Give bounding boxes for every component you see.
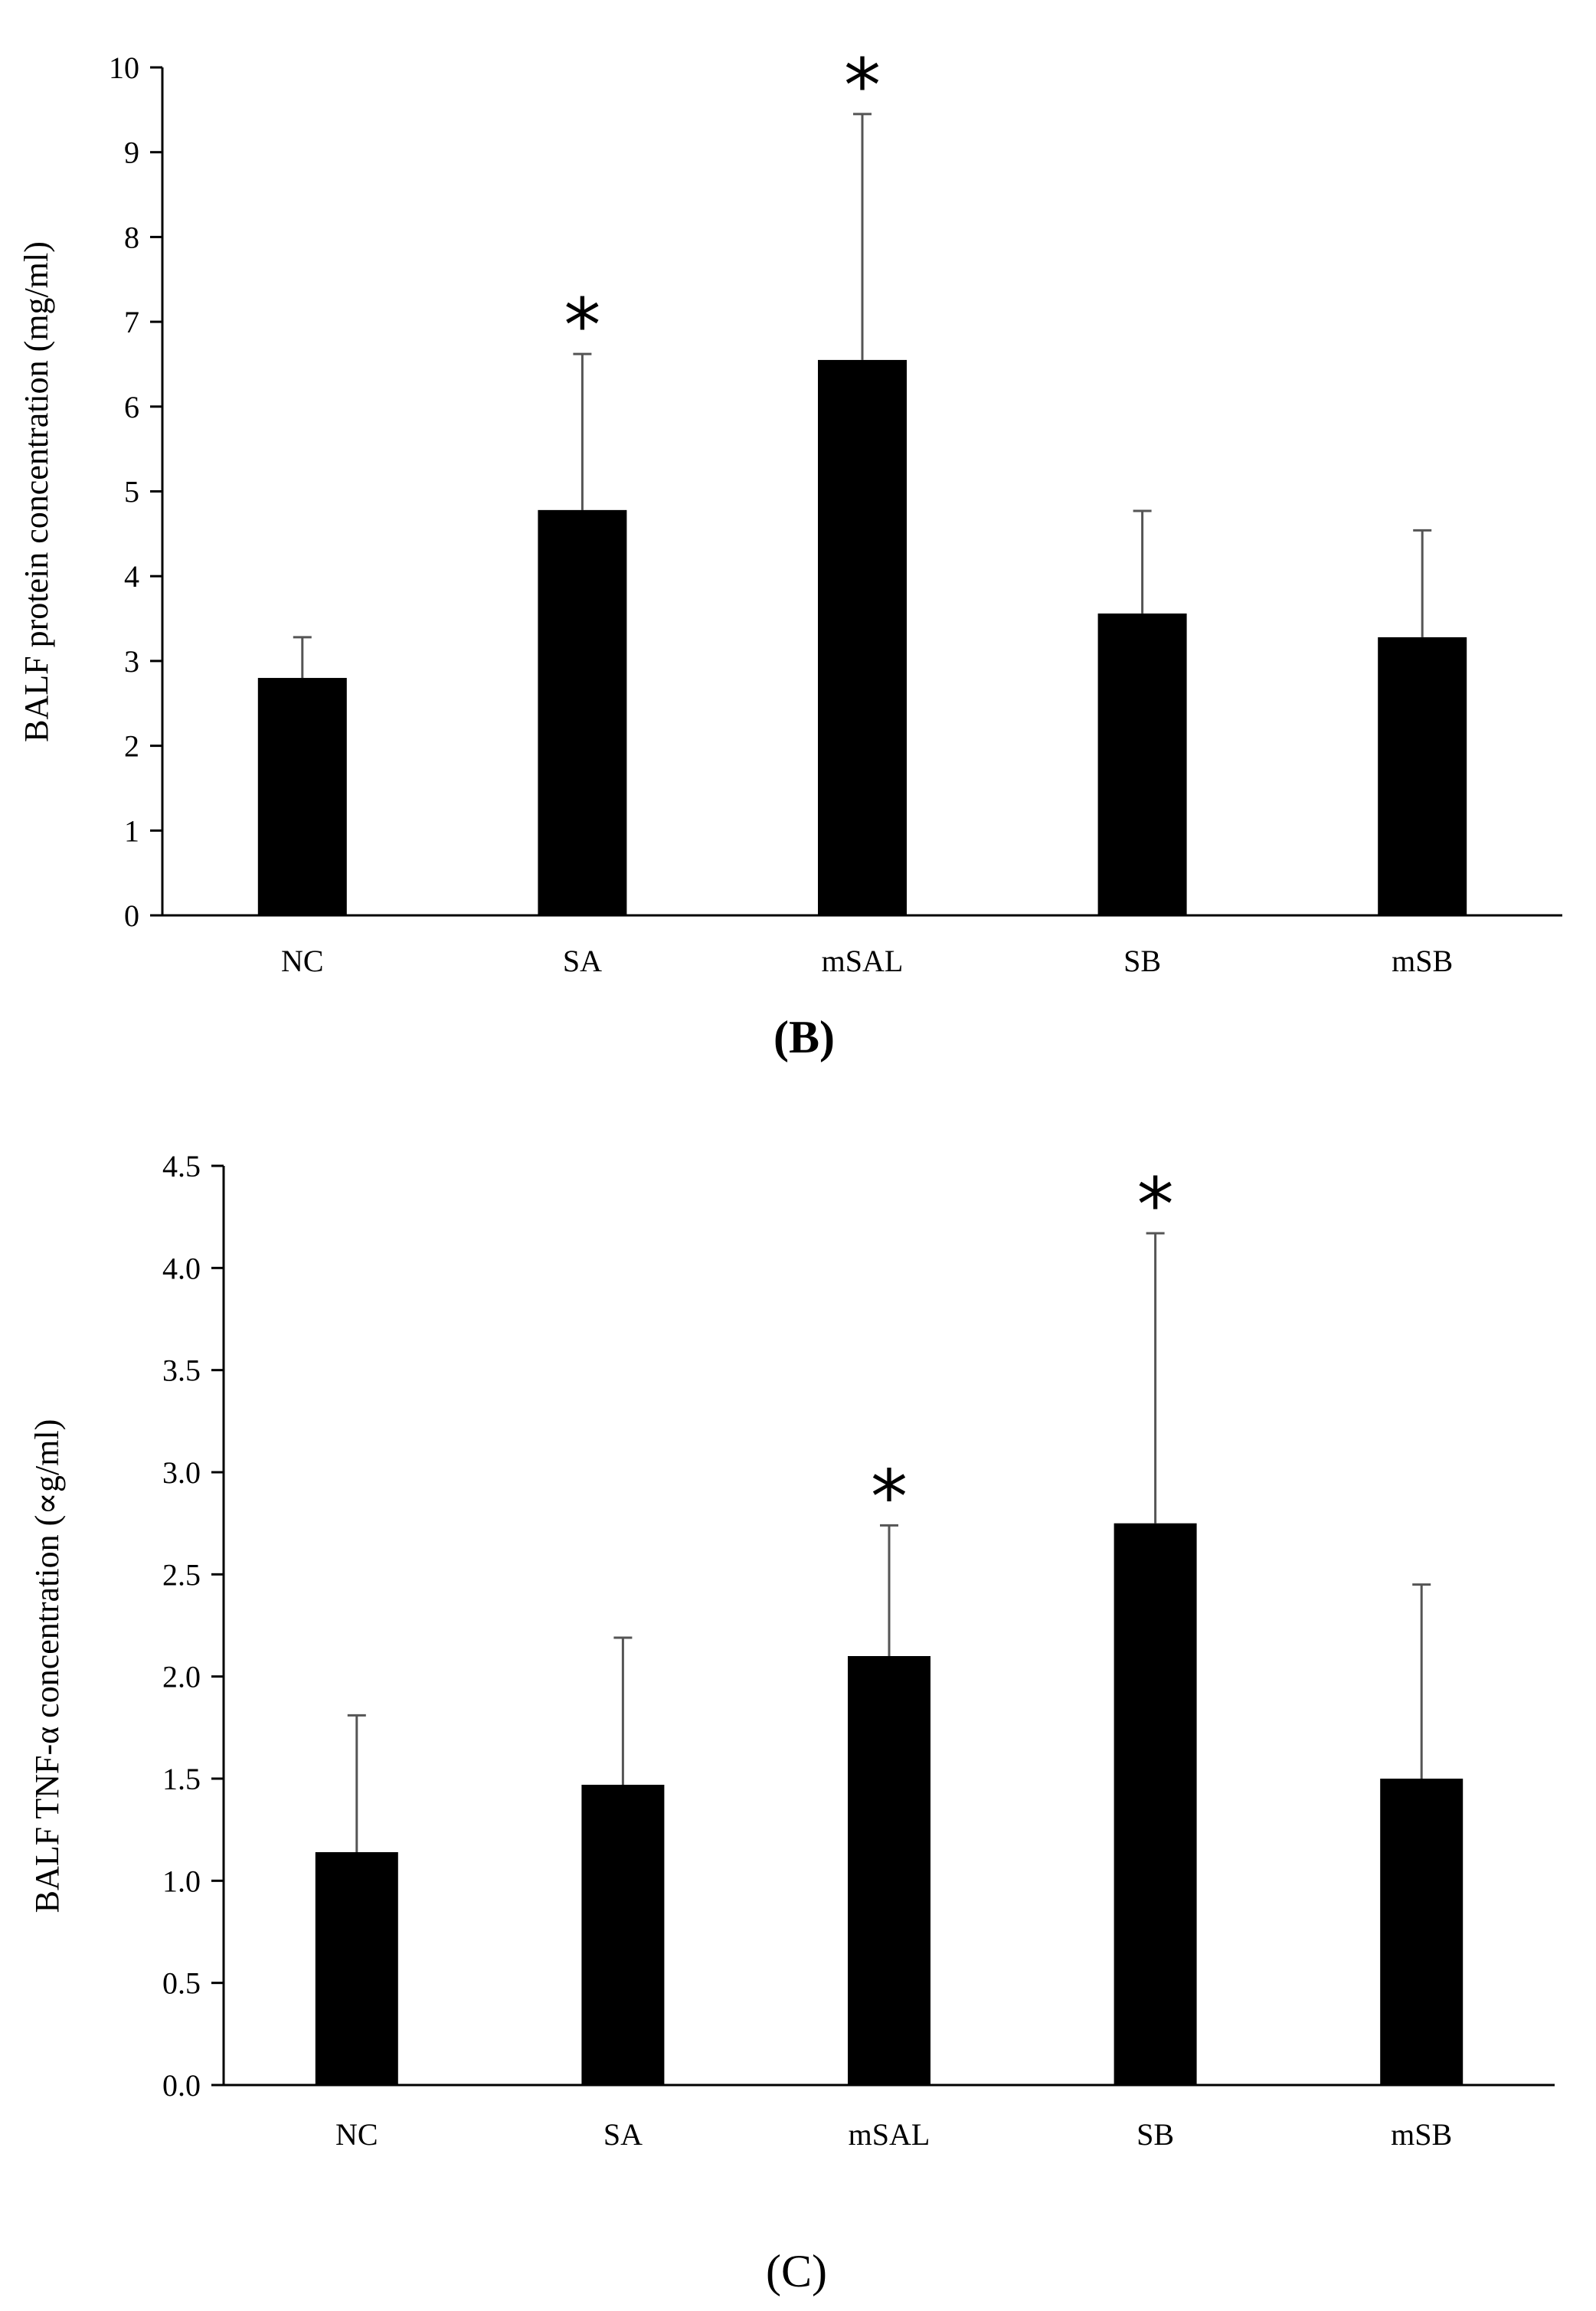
y-tick-label: 1.0	[162, 1864, 201, 1898]
y-tick-label: 2	[124, 729, 139, 764]
x-tick-label-SA: SA	[603, 2117, 643, 2152]
bar-NC	[315, 1852, 398, 2085]
y-tick-label: 3	[124, 644, 139, 679]
error-bars	[293, 113, 1432, 679]
chart-panel-c: BALF TNF-α concentration (∝g/ml) 0.0 0.5 1…	[28, 1149, 1555, 2296]
y-tick-label: 0	[124, 899, 139, 933]
error-bars	[347, 1232, 1431, 1852]
bar-SA	[581, 1785, 665, 2085]
y-tick-label: 7	[124, 305, 139, 339]
bar-SB	[1097, 613, 1187, 915]
bar-mSAL	[848, 1656, 930, 2085]
bar-SA	[538, 509, 627, 915]
y-tick-label: 2.5	[162, 1557, 201, 1592]
x-tick-label-mSB: mSB	[1391, 2117, 1452, 2152]
y-tick-label: 3.0	[162, 1455, 201, 1490]
y-tick-label: 5	[124, 475, 139, 509]
y-axis-label: BALF TNF-α concentration (∝g/ml)	[28, 1419, 66, 1913]
bar-mSB	[1380, 1779, 1464, 2085]
x-tick-labels: NC SA mSAL SB mSB	[281, 944, 1453, 978]
significance-star-mSAL: *	[844, 43, 881, 129]
y-tick-label: 10	[109, 51, 139, 85]
y-tick-label: 2.0	[162, 1660, 201, 1694]
significance-star-SB: *	[1137, 1162, 1174, 1248]
y-tick-label: 8	[124, 220, 139, 254]
significance-markers: **	[564, 43, 881, 368]
bar-SB	[1114, 1523, 1197, 2085]
x-tick-label-mSB: mSB	[1392, 944, 1453, 978]
significance-markers: **	[871, 1162, 1174, 1540]
y-tick-label: 4.0	[162, 1251, 201, 1285]
y-tick-label: 4	[124, 559, 139, 594]
y-tick-label: 1.5	[162, 1762, 201, 1796]
x-tick-label-SA: SA	[563, 944, 602, 978]
x-tick-labels: NC SA mSAL SB mSB	[335, 2117, 1452, 2152]
y-tick-label: 0.0	[162, 2068, 201, 2103]
y-tick-label: 4.5	[162, 1149, 201, 1183]
bars	[257, 359, 1467, 915]
panel-label: (C)	[766, 2246, 827, 2296]
x-tick-label-SB: SB	[1136, 2117, 1174, 2152]
x-tick-label-mSAL: mSAL	[849, 2117, 930, 2152]
chart-panel-b: BALF protein concentration (mg/ml) 0 1 2 3 4…	[18, 43, 1562, 1062]
y-ticks: 0 1 2 3 4 5 6 7 8 9 10	[109, 51, 162, 933]
bar-mSAL	[818, 359, 907, 915]
y-axis-label: BALF protein concentration (mg/ml)	[18, 241, 55, 742]
y-ticks: 0.0 0.5 1.0 1.5 2.0 2.5 3.0 3.5 4.0 4.5	[162, 1149, 224, 2103]
x-tick-label-NC: NC	[281, 944, 324, 978]
x-tick-label-SB: SB	[1123, 944, 1161, 978]
y-tick-label: 3.5	[162, 1354, 201, 1388]
y-tick-label: 1	[124, 813, 139, 848]
x-tick-label-NC: NC	[335, 2117, 378, 2152]
bar-NC	[257, 678, 347, 915]
significance-star-SA: *	[564, 283, 600, 368]
y-tick-label: 6	[124, 390, 139, 424]
y-tick-label: 0.5	[162, 1966, 201, 2001]
y-tick-label: 9	[124, 136, 139, 170]
x-tick-label-mSAL: mSAL	[822, 944, 904, 978]
significance-star-mSAL: *	[871, 1454, 908, 1540]
bars	[315, 1523, 1464, 2085]
panel-label: (B)	[773, 1012, 835, 1062]
bar-mSB	[1378, 637, 1467, 915]
